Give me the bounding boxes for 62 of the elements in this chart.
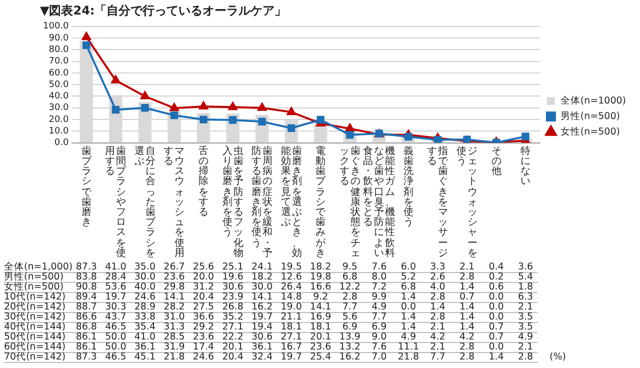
point [112,106,120,114]
y-tick-label: 0.0 [54,138,70,148]
y-tick-label: 70.0 [48,56,70,67]
text: 10代(n=142) 89.4 19.7 24.6 14.1 20.4 23.9 14.1 14.8 9.2 2.8 9.9 1.4 2.8 0.7 0.0 6.3 [4,291,534,302]
point [286,107,296,116]
x-tick-label: 特にない [520,146,532,190]
point [522,132,530,140]
text: 60代(n=144) 86.1 50.0 36.1 31.9 17.4 20.1 36.1 16.7 23.6 13.2 7.6 11.1 2.1 2.8 0.0 2.1 [4,341,534,352]
point [82,32,91,40]
text: 40代(n=144) 86.8 46.5 35.4 31.3 29.2 27.1 19.4 18.1 18.1 6.9 6.9 1.4 2.1 1.4 0.7 3.5 [4,321,534,332]
point [199,101,208,110]
legend-label: 全体(n=1000) [560,94,626,107]
point [228,102,238,110]
point [316,116,324,124]
y-tick-label: 60.0 [48,68,70,78]
x-tick-label: 義歯洗浄剤を使う [402,146,414,230]
y-tick-label: 10.0 [48,126,70,137]
text: (%) [550,351,566,362]
y-tick-label: 90.0 [48,33,70,44]
text: 男性(n=500) 83.8 28.4 30.0 23.6 20.0 19.6 18.2 12.6 19.8 6.8 8.0 5.2 2.6 2.8 0.2 5.4 [4,271,534,282]
point [111,75,120,84]
point [82,41,90,50]
legend-label: 男性(n=500) [560,110,620,122]
y-tick-label: 100.0 [43,22,70,32]
category-label: 歯ぐきの健康状態をチェックする [339,146,360,259]
point [434,136,442,143]
chart-title: ▼図表24:「自分で行っているオーラルケア」 [40,3,287,18]
point [170,112,178,120]
category-label: ジェットウォッシャーを使う [456,146,478,259]
category-label: 虫歯を予防するフッ化物入り歯磨き剤を使う [222,146,244,259]
point [345,124,354,132]
y-tick-label: 20.0 [48,114,70,125]
x-tick-label: その他 [490,146,502,180]
text: 70代(n=142) 87.3 46.5 45.1 21.8 24.6 20.4 32.4 19.7 25.4 16.2 7.0 21.8 7.7 2.8 1.4 2.8 [4,351,534,362]
y-tick-label: 40.0 [48,92,70,102]
point [141,104,149,112]
category-label: 歯周病の症状を緩和・予防する歯磨き剤を使う [252,146,273,259]
text: 50代(n=144) 86.1 50.0 41.0 28.5 23.6 22.2 30.6 27.1 20.1 13.9 9.0 4.9 4.2 4.2 0.7 4.9 [4,331,534,342]
category-label: 自分に合った歯ブラシを選ぶ [134,146,156,259]
legend-label: 女性(n=500) [560,126,620,138]
point [140,91,150,100]
point [170,103,179,112]
text: 女性(n=500) 90.8 53.6 40.0 29.8 31.2 30.6 30.0 26.4 16.6 12.2 7.2 6.8 4.0 1.4 0.6 1.8 [4,281,534,292]
y-tick-label: 30.0 [48,103,70,114]
point [228,116,237,124]
category-label: 歯磨き剤を選ぶとき、効能効果を見て選ぶ [280,146,302,259]
point [404,132,412,141]
category-label: 歯間ブラシやフロスを使用する [105,146,126,259]
x-tick-label: 舌の掃除をする [198,146,209,220]
y-tick-label: 80.0 [48,45,70,56]
y-tick-label: 50.0 [48,80,70,90]
category-label: 電動歯ブラシで歯みがき [316,146,326,259]
point [258,118,266,126]
text: 30代(n=142) 86.6 43.7 33.8 31.0 36.6 35.2 19.7 21.1 16.9 5.6 7.7 1.4 2.8 1.4 0.0 3.5 [4,311,534,322]
x-tick-label: 歯ブラシで歯磨き [80,146,92,230]
category-label: 指で歯ぐきをマッサージする [427,146,448,259]
category-label: 機能性ガム、機能性飲料など歯や口臭予防によい食品・飲料をとる [363,146,396,259]
category-label: マウスウォッシュを使用する [164,146,185,259]
text: 全体(n=1,000) 87.3 41.0 35.0 26.7 25.6 25.1 24.1 19.5 18.2 9.5 7.6 6.0 3.3 2.1 0.4 3.6 [4,261,534,272]
point [258,102,267,111]
text: 20代(n=142) 88.7 30.3 28.9 28.2 27.5 26.8 16.2 19.0 14.1 7.7 4.9 0.0 1.4 1.4 0.0 2.1 [4,301,534,312]
point [200,116,208,124]
